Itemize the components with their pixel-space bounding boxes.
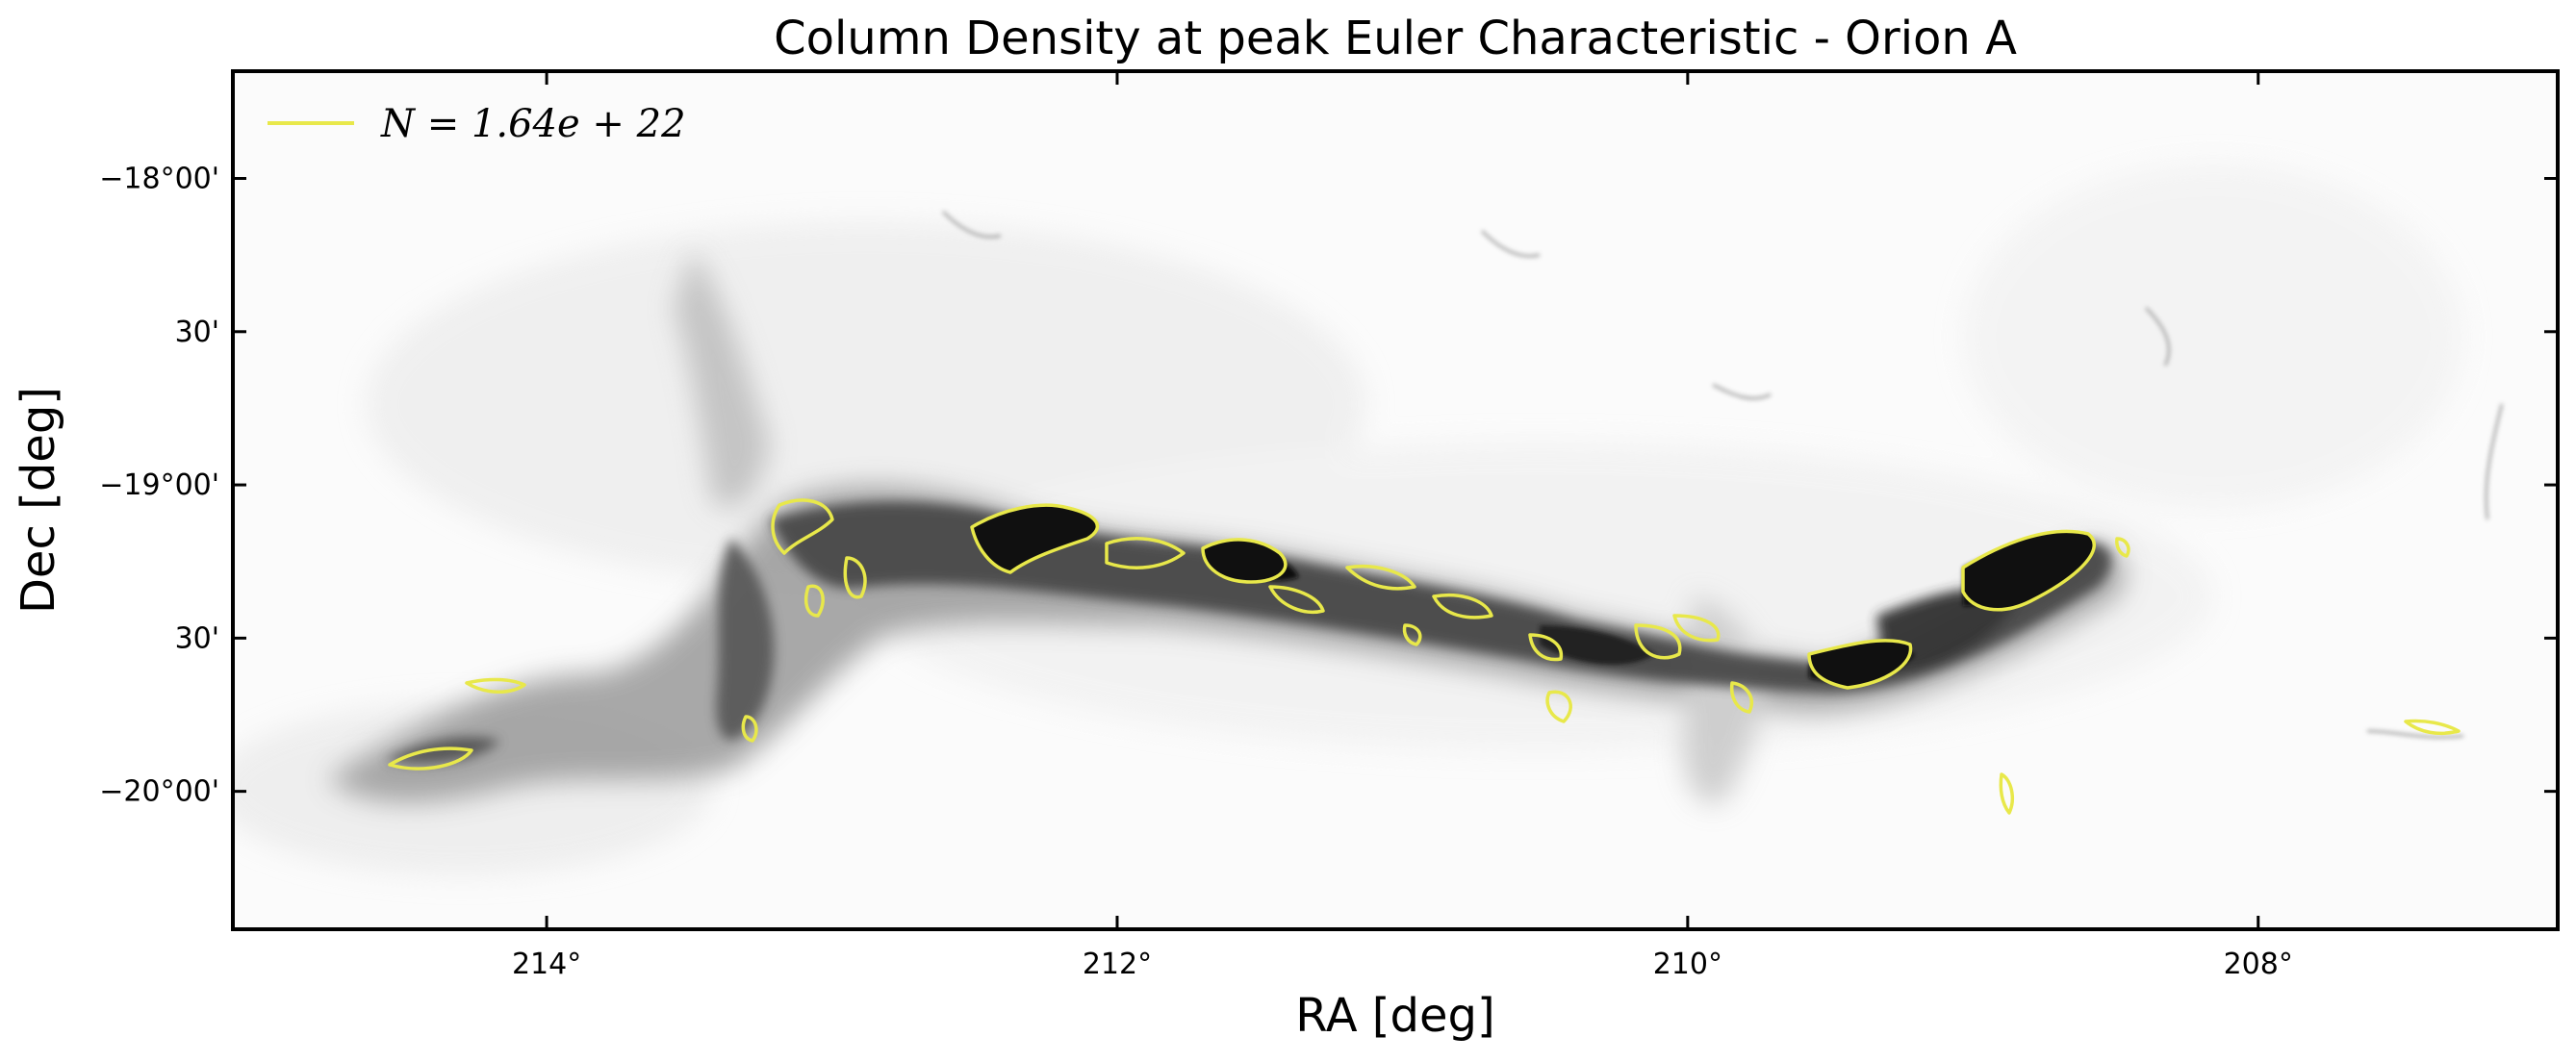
contour-line bbox=[843, 556, 867, 599]
contour-line bbox=[1268, 585, 1325, 614]
contour-line bbox=[1545, 690, 1572, 723]
contour-line bbox=[1961, 529, 2096, 612]
contour-line bbox=[1432, 594, 1493, 620]
y-axis-ticks: −18°00' 30' −19°00' 30' −20°00' bbox=[99, 163, 2558, 809]
contour-line bbox=[1999, 772, 2014, 815]
contour-line bbox=[1345, 565, 1416, 591]
y-tick-label: 30' bbox=[175, 316, 219, 349]
y-tick-label: −18°00' bbox=[99, 163, 219, 196]
contour-line bbox=[741, 715, 758, 743]
contour-line bbox=[1634, 623, 1682, 660]
contour-line bbox=[1672, 614, 1721, 643]
x-axis-label: RA [deg] bbox=[1295, 989, 1494, 1043]
x-tick-label: 212° bbox=[1083, 948, 1152, 981]
y-tick-label: −19°00' bbox=[99, 468, 219, 502]
contour-line bbox=[1807, 639, 1913, 690]
y-tick-label: 30' bbox=[175, 621, 219, 655]
contour-line bbox=[771, 498, 834, 555]
legend-label: N = 1.64e + 22 bbox=[380, 102, 686, 146]
y-tick-label: −20°00' bbox=[99, 775, 219, 809]
x-axis-ticks: 214° 212° 210° 208° bbox=[512, 71, 2293, 981]
x-tick-label: 210° bbox=[1653, 948, 1722, 981]
contour-line bbox=[2115, 537, 2130, 558]
contour-line bbox=[1729, 681, 1753, 714]
x-tick-label: 214° bbox=[512, 948, 581, 981]
contour-line bbox=[465, 677, 526, 694]
contour-line bbox=[388, 746, 473, 771]
axes-frame bbox=[231, 69, 2560, 931]
contour-line bbox=[1528, 633, 1564, 662]
contour-line bbox=[970, 503, 1100, 574]
contour-line bbox=[1201, 538, 1288, 584]
y-axis-label: Dec [deg] bbox=[12, 387, 65, 614]
contour-line bbox=[1105, 537, 1186, 569]
contour-set bbox=[388, 498, 2461, 815]
x-tick-label: 208° bbox=[2224, 948, 2293, 981]
legend: N = 1.64e + 22 bbox=[268, 102, 686, 146]
contour-line bbox=[1402, 623, 1422, 646]
chart-title: Column Density at peak Euler Characteris… bbox=[774, 12, 2017, 65]
contour-line bbox=[2404, 719, 2461, 735]
contour-line bbox=[804, 584, 825, 618]
